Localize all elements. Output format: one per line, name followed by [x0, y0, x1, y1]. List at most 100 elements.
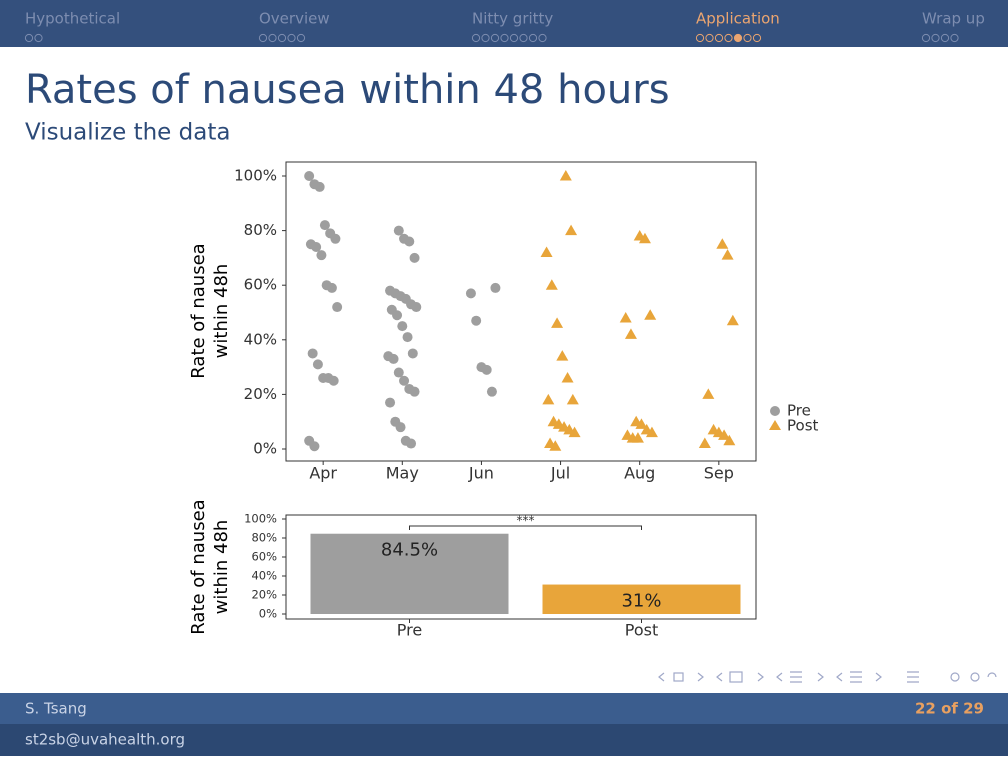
nav-section: Wrap up	[922, 10, 985, 28]
point	[716, 238, 729, 249]
x-tick-label: Aug	[624, 464, 655, 483]
nav-dot	[538, 33, 547, 43]
nav-arrow[interactable]	[757, 672, 764, 682]
nav-dot	[490, 33, 500, 43]
nav-icon[interactable]	[673, 672, 684, 682]
legend-marker	[770, 406, 780, 416]
point	[328, 375, 339, 386]
point	[404, 236, 415, 247]
point	[638, 232, 651, 244]
nav-dot	[695, 33, 705, 43]
nav-dot	[733, 33, 743, 43]
point	[566, 393, 579, 405]
nav-section: Hypothetical	[25, 10, 120, 28]
point	[559, 170, 572, 181]
footer-bar-lower	[0, 724, 1008, 756]
nav-dot	[705, 33, 714, 43]
nav-section: Overview	[259, 10, 330, 28]
nav-icon[interactable]	[970, 672, 980, 682]
point	[395, 422, 406, 433]
nav-arrow[interactable]	[697, 672, 704, 682]
y-tick-label: 60%	[244, 276, 277, 294]
nav-controls[interactable]	[658, 671, 997, 683]
point	[307, 348, 318, 359]
y-tick-label: 100%	[244, 512, 277, 526]
nav-bar	[0, 0, 1008, 47]
nav-arrow[interactable]	[716, 672, 723, 682]
point	[397, 321, 408, 332]
point	[486, 386, 497, 397]
value-label: 31%	[621, 591, 661, 612]
x-tick-label: May	[386, 464, 419, 483]
point	[399, 375, 410, 386]
point	[388, 353, 399, 364]
nav-dot	[743, 33, 752, 43]
y-tick-label: 80%	[244, 221, 277, 239]
y-axis-label: Rate of nausea	[188, 243, 209, 378]
nav-dot	[950, 33, 959, 43]
point	[490, 282, 501, 293]
y-tick-label: 40%	[244, 330, 277, 348]
point	[723, 434, 736, 446]
point	[312, 359, 323, 370]
point	[311, 241, 322, 252]
slide-title: Rates of nausea within 48 hours	[25, 67, 670, 113]
y-tick-label: 20%	[244, 385, 277, 403]
point	[330, 233, 341, 244]
bar	[542, 584, 741, 614]
legend-marker	[769, 420, 781, 430]
nav-icon[interactable]	[790, 671, 802, 683]
nav-arrow[interactable]	[817, 672, 824, 682]
x-tick-label: Jul	[550, 464, 570, 483]
y-tick-label: 100%	[234, 167, 277, 185]
point	[540, 246, 553, 257]
point	[624, 328, 637, 339]
point	[332, 302, 343, 313]
point	[645, 426, 658, 438]
point	[702, 388, 715, 399]
slide-subtitle: Visualize the data	[25, 120, 230, 146]
nav-icon[interactable]	[907, 671, 919, 683]
legend-label: Post	[787, 417, 819, 435]
y-axis-label: within 48h	[211, 264, 232, 359]
nav-dot	[258, 33, 268, 43]
nav-icon[interactable]	[850, 671, 862, 683]
x-tick-label: Apr	[309, 464, 337, 483]
legend-label: Pre	[787, 402, 811, 420]
nav-icon[interactable]	[950, 672, 960, 682]
point	[619, 311, 632, 323]
nav-dot	[509, 33, 519, 43]
nav-icon[interactable]	[987, 672, 997, 678]
bar	[310, 533, 509, 614]
point	[316, 250, 327, 261]
nav-arrow[interactable]	[875, 672, 882, 682]
nav-arrow[interactable]	[658, 672, 665, 682]
nav-section[interactable]: Application	[696, 10, 780, 28]
significance-bracket	[409, 525, 642, 530]
nav-icon[interactable]	[729, 671, 743, 683]
point	[407, 348, 418, 359]
nav-arrow[interactable]	[776, 672, 783, 682]
nav-dot	[277, 33, 287, 43]
point	[568, 426, 581, 438]
point	[385, 397, 396, 408]
nav-dot	[287, 33, 296, 43]
point	[409, 386, 420, 397]
y-axis-label: Rate of nausea	[188, 499, 209, 634]
nav-dot	[268, 33, 277, 43]
point	[718, 429, 731, 440]
point	[565, 224, 578, 236]
nav-dot	[724, 33, 733, 43]
point	[551, 317, 564, 328]
point	[698, 437, 711, 449]
nav-arrow[interactable]	[836, 672, 843, 682]
point	[393, 367, 404, 378]
nav-section: Nitty gritty	[472, 10, 553, 28]
y-tick-label: 80%	[251, 531, 277, 545]
plot-frame	[285, 161, 757, 462]
point	[326, 282, 337, 293]
y-tick-label: 0%	[253, 440, 277, 458]
nav-dot	[519, 33, 528, 43]
point	[402, 332, 413, 343]
x-tick-label: Jun	[468, 464, 494, 483]
